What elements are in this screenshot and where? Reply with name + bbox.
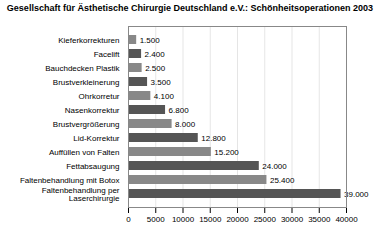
svg-text:Nasenkorrektur: Nasenkorrektur — [65, 105, 120, 114]
svg-text:15000: 15000 — [199, 215, 222, 224]
svg-text:8.000: 8.000 — [175, 119, 196, 128]
svg-text:Facelift: Facelift — [94, 49, 121, 58]
svg-text:Faltenbehandlung perLaserchiru: Faltenbehandlung perLaserchirurgie — [42, 185, 120, 202]
svg-text:20000: 20000 — [226, 215, 249, 224]
svg-text:Fettabsaugung: Fettabsaugung — [66, 161, 119, 170]
svg-text:Auffüllen von Falten: Auffüllen von Falten — [49, 147, 120, 156]
svg-text:39.000: 39.000 — [344, 189, 369, 198]
svg-text:3.500: 3.500 — [151, 77, 172, 86]
svg-text:2.500: 2.500 — [145, 63, 166, 72]
svg-text:Kieferkorrekturen: Kieferkorrekturen — [58, 35, 119, 44]
svg-text:35000: 35000 — [308, 215, 331, 224]
svg-text:Faltenbehandlung mit Botox: Faltenbehandlung mit Botox — [20, 175, 120, 184]
svg-text:4.100: 4.100 — [154, 91, 175, 100]
svg-text:30000: 30000 — [281, 215, 304, 224]
svg-text:25.400: 25.400 — [270, 175, 295, 184]
svg-text:15.200: 15.200 — [214, 147, 239, 156]
svg-text:Brustverkleinerung: Brustverkleinerung — [53, 77, 120, 86]
svg-text:Brustvergrößerung: Brustvergrößerung — [53, 119, 120, 128]
svg-text:40000: 40000 — [335, 215, 358, 224]
html-text:Gesellschaft für Ästhetische C: Gesellschaft für Ästhetische Chirurgie D… — [6, 3, 374, 13]
svg-text:5000: 5000 — [147, 215, 165, 224]
svg-text:2.400: 2.400 — [145, 49, 166, 58]
svg-text:Ohrkorretur: Ohrkorretur — [79, 91, 120, 100]
svg-text:Bauchdecken Plastik: Bauchdecken Plastik — [45, 63, 120, 72]
svg-text:6.800: 6.800 — [169, 105, 190, 114]
svg-text:Lid-Korrektur: Lid-Korrektur — [73, 133, 120, 142]
svg-text:24.000: 24.000 — [262, 161, 287, 170]
svg-text:10000: 10000 — [172, 215, 195, 224]
svg-text:0: 0 — [126, 215, 131, 224]
svg-text:25000: 25000 — [254, 215, 277, 224]
svg-text:12.800: 12.800 — [201, 133, 226, 142]
svg-text:1.500: 1.500 — [140, 35, 161, 44]
